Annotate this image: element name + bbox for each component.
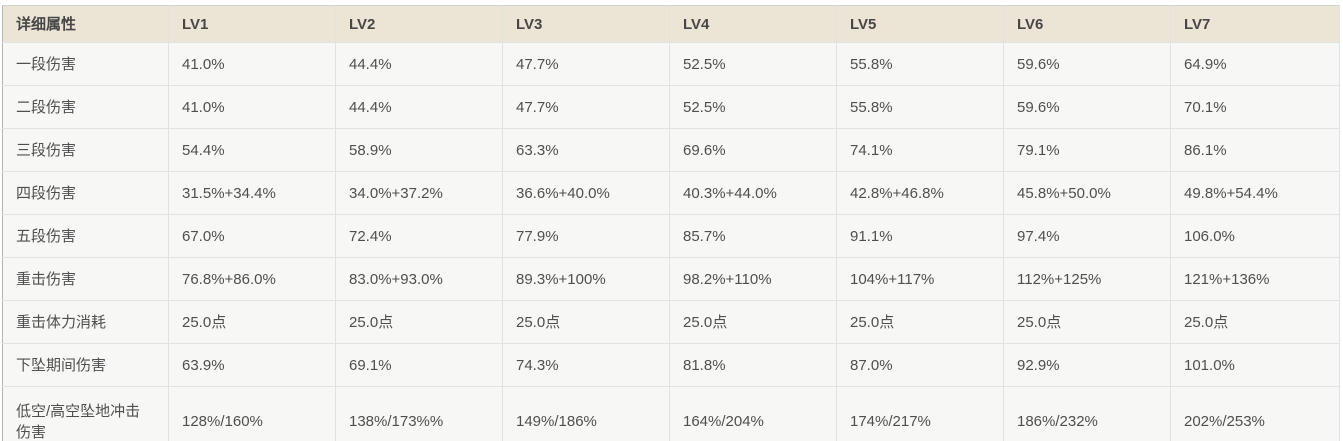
stat-value-cell: 76.8%+86.0% <box>168 257 336 301</box>
table-row: 二段伤害 41.0% 44.4% 47.7% 52.5% 55.8% 59.6% 70.1% <box>2 85 1340 129</box>
stat-value-cell: 83.0%+93.0% <box>335 257 503 301</box>
stat-value-cell: 58.9% <box>335 128 503 172</box>
stat-value-cell: 55.8% <box>836 85 1004 129</box>
stat-value-cell: 52.5% <box>669 42 837 86</box>
talent-attributes-table: 详细属性 LV1 LV2 LV3 LV4 LV5 LV6 LV7 一段伤害 41.0% 44.4%… <box>2 5 1340 441</box>
stat-value-cell: 31.5%+34.4% <box>168 171 336 215</box>
stat-value-cell: 41.0% <box>168 42 336 86</box>
stat-value-cell: 87.0% <box>836 343 1004 387</box>
stat-value-cell: 79.1% <box>1003 128 1171 172</box>
stat-value-cell: 64.9% <box>1170 42 1340 86</box>
stat-value-cell: 74.1% <box>836 128 1004 172</box>
stat-value-cell: 36.6%+40.0% <box>502 171 670 215</box>
stat-value-cell: 59.6% <box>1003 85 1171 129</box>
stat-value-cell: 52.5% <box>669 85 837 129</box>
stat-value-cell: 54.4% <box>168 128 336 172</box>
stat-value-cell: 121%+136% <box>1170 257 1340 301</box>
stat-value-cell: 45.8%+50.0% <box>1003 171 1171 215</box>
stat-value-cell: 69.6% <box>669 128 837 172</box>
table-row: 重击伤害 76.8%+86.0% 83.0%+93.0% 89.3%+100% 98.2… <box>2 257 1340 301</box>
stat-value-cell: 128%/160% <box>168 386 336 441</box>
stat-value-cell: 25.0点 <box>335 300 503 344</box>
stat-value-cell: 25.0点 <box>1003 300 1171 344</box>
stat-value-cell: 104%+117% <box>836 257 1004 301</box>
level-column-header: LV6 <box>1003 5 1171 43</box>
table-row: 重击体力消耗 25.0点 25.0点 25.0点 25.0点 25.0点 25.0点 25.0… <box>2 300 1340 344</box>
table-row: 四段伤害 31.5%+34.4% 34.0%+37.2% 36.6%+40.0% 40.… <box>2 171 1340 215</box>
row-label: 四段伤害 <box>2 171 169 215</box>
level-column-header: LV5 <box>836 5 1004 43</box>
stat-value-cell: 92.9% <box>1003 343 1171 387</box>
row-label: 低空/高空坠地冲击伤害 <box>2 386 169 441</box>
stat-value-cell: 77.9% <box>502 214 670 258</box>
stat-value-cell: 69.1% <box>335 343 503 387</box>
stat-value-cell: 74.3% <box>502 343 670 387</box>
table-row: 一段伤害 41.0% 44.4% 47.7% 52.5% 55.8% 59.6% 64.9% <box>2 42 1340 86</box>
stat-value-cell: 25.0点 <box>836 300 1004 344</box>
stat-value-cell: 106.0% <box>1170 214 1340 258</box>
stat-value-cell: 55.8% <box>836 42 1004 86</box>
stat-value-cell: 41.0% <box>168 85 336 129</box>
stat-value-cell: 81.8% <box>669 343 837 387</box>
level-column-header: LV3 <box>502 5 670 43</box>
stat-value-cell: 42.8%+46.8% <box>836 171 1004 215</box>
stat-value-cell: 47.7% <box>502 42 670 86</box>
stat-value-cell: 72.4% <box>335 214 503 258</box>
stat-value-cell: 89.3%+100% <box>502 257 670 301</box>
stat-value-cell: 112%+125% <box>1003 257 1171 301</box>
stat-value-cell: 70.1% <box>1170 85 1340 129</box>
stat-value-cell: 101.0% <box>1170 343 1340 387</box>
row-label: 重击伤害 <box>2 257 169 301</box>
row-label: 三段伤害 <box>2 128 169 172</box>
row-label: 二段伤害 <box>2 85 169 129</box>
table-header: 详细属性 LV1 LV2 LV3 LV4 LV5 LV6 LV7 <box>2 5 1340 43</box>
row-label: 五段伤害 <box>2 214 169 258</box>
stat-value-cell: 34.0%+37.2% <box>335 171 503 215</box>
stat-value-cell: 138%/173%% <box>335 386 503 441</box>
stat-value-cell: 86.1% <box>1170 128 1340 172</box>
stat-value-cell: 44.4% <box>335 42 503 86</box>
stat-value-cell: 85.7% <box>669 214 837 258</box>
stat-value-cell: 91.1% <box>836 214 1004 258</box>
stat-value-cell: 59.6% <box>1003 42 1171 86</box>
row-label: 一段伤害 <box>2 42 169 86</box>
level-column-header: LV1 <box>168 5 336 43</box>
stat-value-cell: 149%/186% <box>502 386 670 441</box>
stat-value-cell: 98.2%+110% <box>669 257 837 301</box>
attribute-column-header: 详细属性 <box>2 5 169 43</box>
stat-value-cell: 49.8%+54.4% <box>1170 171 1340 215</box>
stat-value-cell: 40.3%+44.0% <box>669 171 837 215</box>
stat-value-cell: 44.4% <box>335 85 503 129</box>
stat-value-cell: 63.9% <box>168 343 336 387</box>
level-column-header: LV4 <box>669 5 837 43</box>
stat-value-cell: 186%/232% <box>1003 386 1171 441</box>
stat-value-cell: 174%/217% <box>836 386 1004 441</box>
stat-value-cell: 25.0点 <box>168 300 336 344</box>
header-row: 详细属性 LV1 LV2 LV3 LV4 LV5 LV6 LV7 <box>2 5 1340 43</box>
level-column-header: LV7 <box>1170 5 1340 43</box>
table-row: 下坠期间伤害 63.9% 69.1% 74.3% 81.8% 87.0% 92.9% 101.… <box>2 343 1340 387</box>
table-row: 低空/高空坠地冲击伤害 128%/160% 138%/173%% 149%/186% 1… <box>2 386 1340 441</box>
level-column-header: LV2 <box>335 5 503 43</box>
stat-value-cell: 63.3% <box>502 128 670 172</box>
stat-value-cell: 202%/253% <box>1170 386 1340 441</box>
table-body: 一段伤害 41.0% 44.4% 47.7% 52.5% 55.8% 59.6% 64.9% 二… <box>2 42 1340 441</box>
row-label: 下坠期间伤害 <box>2 343 169 387</box>
stat-value-cell: 164%/204% <box>669 386 837 441</box>
row-label: 重击体力消耗 <box>2 300 169 344</box>
stat-value-cell: 67.0% <box>168 214 336 258</box>
stat-value-cell: 25.0点 <box>1170 300 1340 344</box>
stat-value-cell: 25.0点 <box>502 300 670 344</box>
table-row: 三段伤害 54.4% 58.9% 63.3% 69.6% 74.1% 79.1% 86.1% <box>2 128 1340 172</box>
stat-value-cell: 97.4% <box>1003 214 1171 258</box>
table-row: 五段伤害 67.0% 72.4% 77.9% 85.7% 91.1% 97.4% 106.0% <box>2 214 1340 258</box>
stat-value-cell: 25.0点 <box>669 300 837 344</box>
stat-value-cell: 47.7% <box>502 85 670 129</box>
